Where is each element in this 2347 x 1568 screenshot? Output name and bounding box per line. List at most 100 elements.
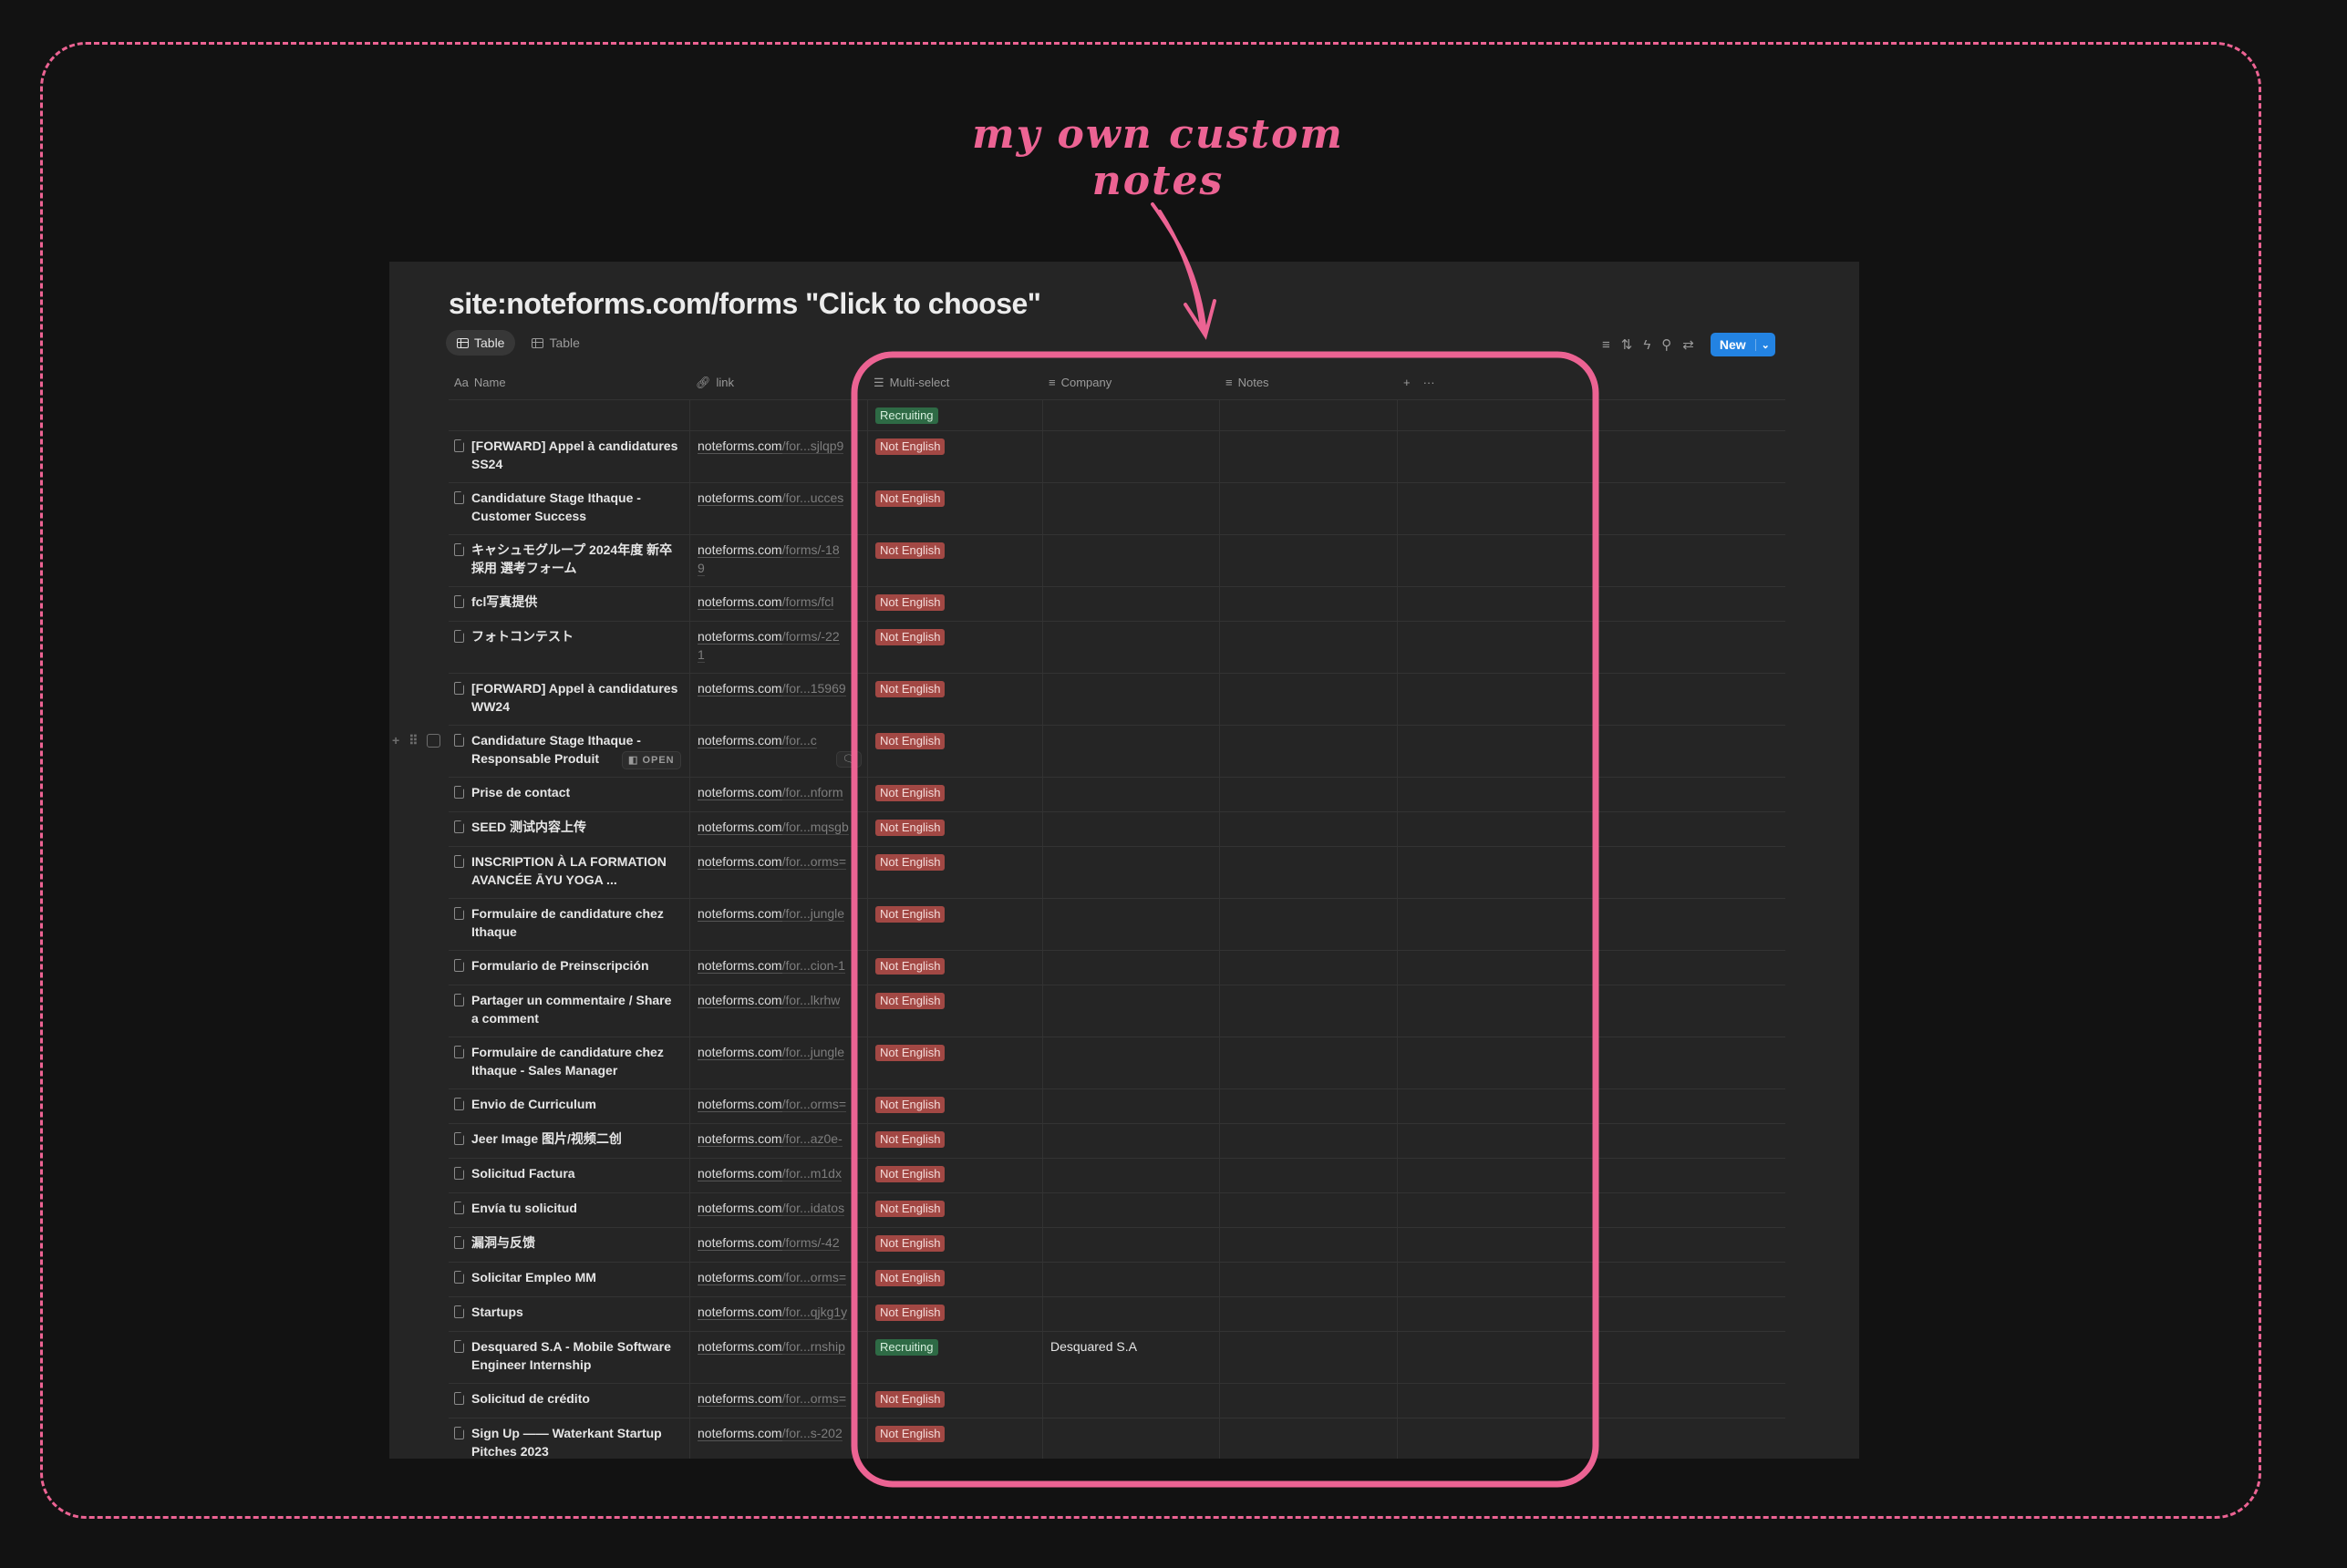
row-title[interactable]: Formulaire de candidature chez Ithaque -… bbox=[471, 1045, 664, 1078]
multi-select-tag[interactable]: Not English bbox=[875, 733, 946, 749]
notes-cell[interactable] bbox=[1220, 431, 1398, 482]
notes-cell[interactable] bbox=[1220, 400, 1398, 430]
name-cell[interactable]: INSCRIPTION À LA FORMATION AVANCÉE ĀYU Y… bbox=[449, 847, 690, 898]
company-cell[interactable] bbox=[1043, 1159, 1220, 1192]
link-path-continued[interactable]: 1 bbox=[698, 647, 705, 663]
row-title[interactable]: 漏洞与反馈 bbox=[471, 1235, 535, 1250]
name-cell[interactable]: Startups bbox=[449, 1297, 690, 1331]
link-domain[interactable]: noteforms.com bbox=[698, 993, 782, 1008]
notes-cell[interactable] bbox=[1220, 1297, 1398, 1331]
company-cell[interactable] bbox=[1043, 951, 1220, 985]
multi-select-cell[interactable]: Not English bbox=[868, 847, 1043, 898]
table-row[interactable]: [FORWARD] Appel à candidatures SS24 note… bbox=[449, 431, 1785, 483]
name-cell[interactable]: キャシュモグループ 2024年度 新卒採用 選考フォーム bbox=[449, 535, 690, 586]
link-cell[interactable]: noteforms.com/for...qjkg1y bbox=[690, 1297, 868, 1331]
name-cell[interactable]: [FORWARD] Appel à candidatures SS24 bbox=[449, 431, 690, 482]
table-row[interactable]: キャシュモグループ 2024年度 新卒採用 選考フォーム noteforms.c… bbox=[449, 535, 1785, 587]
notes-cell[interactable] bbox=[1220, 1228, 1398, 1262]
table-row[interactable]: Solicitud Factura noteforms.com/for...m1… bbox=[449, 1159, 1785, 1193]
link-cell[interactable]: noteforms.com/for...nform bbox=[690, 778, 868, 811]
multi-select-cell[interactable]: Not English bbox=[868, 1384, 1043, 1418]
column-header-multi-select[interactable]: ☰ Multi-select bbox=[868, 366, 1043, 399]
row-title[interactable]: Sign Up —— Waterkant Startup Pitches 202… bbox=[471, 1426, 662, 1459]
link-path[interactable]: /for...mqsgb bbox=[781, 820, 849, 835]
row-title[interactable]: Desquared S.A - Mobile Software Engineer… bbox=[471, 1339, 671, 1372]
company-cell[interactable] bbox=[1043, 535, 1220, 586]
link-cell[interactable]: noteforms.com/for...rnship bbox=[690, 1332, 868, 1383]
column-header-name[interactable]: Aa Name bbox=[449, 366, 690, 399]
column-header-company[interactable]: ≡ Company bbox=[1043, 366, 1220, 399]
company-cell[interactable] bbox=[1043, 1297, 1220, 1331]
link-path[interactable]: /for...cion-1 bbox=[781, 958, 845, 974]
notes-cell[interactable] bbox=[1220, 847, 1398, 898]
link-path[interactable]: /for...idatos bbox=[781, 1201, 845, 1216]
row-title[interactable]: フォトコンテスト bbox=[471, 629, 574, 644]
multi-select-tag[interactable]: Not English bbox=[875, 1166, 946, 1182]
multi-select-tag[interactable]: Not English bbox=[875, 1097, 946, 1113]
link-path[interactable]: /for...orms= bbox=[781, 1097, 847, 1112]
row-title[interactable]: Partager un commentaire / Share a commen… bbox=[471, 993, 672, 1026]
link-path[interactable]: /for...jungle bbox=[781, 906, 845, 922]
link-path[interactable]: /for...c bbox=[781, 733, 817, 748]
more-options-button[interactable]: ··· bbox=[1422, 376, 1435, 389]
link-path[interactable]: /for...az0e- bbox=[781, 1131, 843, 1147]
link-cell[interactable]: noteforms.com/forms/-18 9 bbox=[690, 535, 868, 586]
company-cell[interactable]: Desquared S.A bbox=[1043, 1332, 1220, 1383]
link-cell[interactable]: noteforms.com/for...cion-1 bbox=[690, 951, 868, 985]
company-cell[interactable] bbox=[1043, 622, 1220, 673]
table-row[interactable]: Partager un commentaire / Share a commen… bbox=[449, 985, 1785, 1037]
company-cell[interactable] bbox=[1043, 1418, 1220, 1459]
link-path[interactable]: /for...orms= bbox=[781, 1270, 847, 1285]
table-row[interactable]: Recruiting bbox=[449, 400, 1785, 431]
notes-cell[interactable] bbox=[1220, 1124, 1398, 1158]
settings-icon[interactable]: ⇄ bbox=[1682, 337, 1694, 353]
company-cell[interactable] bbox=[1043, 847, 1220, 898]
link-cell[interactable]: noteforms.com/for...c 🗨︎ bbox=[690, 726, 868, 777]
table-row[interactable]: INSCRIPTION À LA FORMATION AVANCÉE ĀYU Y… bbox=[449, 847, 1785, 899]
notes-cell[interactable] bbox=[1220, 899, 1398, 950]
table-row[interactable]: Startups noteforms.com/for...qjkg1y Not … bbox=[449, 1297, 1785, 1332]
notes-cell[interactable] bbox=[1220, 674, 1398, 725]
link-domain[interactable]: noteforms.com bbox=[698, 1339, 782, 1355]
name-cell[interactable]: Jeer Image 图片/视频二创 bbox=[449, 1124, 690, 1158]
multi-select-tag[interactable]: Not English bbox=[875, 993, 946, 1009]
row-title[interactable]: Solicitud Factura bbox=[471, 1166, 575, 1181]
link-cell[interactable]: noteforms.com/for...ucces bbox=[690, 483, 868, 534]
link-path[interactable]: /for...orms= bbox=[781, 1391, 847, 1407]
multi-select-tag[interactable]: Recruiting bbox=[875, 1339, 938, 1356]
table-row[interactable]: [FORWARD] Appel à candidatures WW24 note… bbox=[449, 674, 1785, 726]
multi-select-tag[interactable]: Not English bbox=[875, 594, 946, 611]
link-domain[interactable]: noteforms.com bbox=[698, 854, 782, 870]
link-cell[interactable]: noteforms.com/for...m1dx bbox=[690, 1159, 868, 1192]
chevron-down-icon[interactable]: ⌄ bbox=[1754, 338, 1775, 351]
link-path[interactable]: /for...orms= bbox=[781, 854, 847, 870]
multi-select-cell[interactable]: Not English bbox=[868, 587, 1043, 621]
multi-select-cell[interactable]: Not English bbox=[868, 1418, 1043, 1459]
row-title[interactable]: Formulaire de candidature chez Ithaque bbox=[471, 906, 664, 939]
name-cell[interactable]: Partager un commentaire / Share a commen… bbox=[449, 985, 690, 1037]
link-cell[interactable]: noteforms.com/for...jungle bbox=[690, 1037, 868, 1088]
name-cell[interactable]: Formulaire de candidature chez Ithaque -… bbox=[449, 1037, 690, 1088]
row-title[interactable]: Solicitud de crédito bbox=[471, 1391, 590, 1406]
row-title[interactable]: Jeer Image 图片/视频二创 bbox=[471, 1131, 622, 1146]
multi-select-tag[interactable]: Not English bbox=[875, 906, 946, 923]
company-cell[interactable] bbox=[1043, 587, 1220, 621]
multi-select-cell[interactable]: Not English bbox=[868, 622, 1043, 673]
multi-select-cell[interactable]: Not English bbox=[868, 951, 1043, 985]
multi-select-cell[interactable]: Not English bbox=[868, 535, 1043, 586]
link-domain[interactable]: noteforms.com bbox=[698, 629, 782, 645]
table-row[interactable]: fcl写真提供 noteforms.com/forms/fcl Not Engl… bbox=[449, 587, 1785, 622]
name-cell[interactable]: Candidature Stage Ithaque - Customer Suc… bbox=[449, 483, 690, 534]
link-path[interactable]: /for...ucces bbox=[781, 490, 844, 506]
row-title[interactable]: Prise de contact bbox=[471, 785, 571, 799]
table-row[interactable]: Prise de contact noteforms.com/for...nfo… bbox=[449, 778, 1785, 812]
multi-select-tag[interactable]: Recruiting bbox=[875, 407, 938, 424]
notes-cell[interactable] bbox=[1220, 535, 1398, 586]
name-cell[interactable]: 漏洞与反馈 bbox=[449, 1228, 690, 1262]
notes-cell[interactable] bbox=[1220, 622, 1398, 673]
link-domain[interactable]: noteforms.com bbox=[698, 438, 782, 454]
link-domain[interactable]: noteforms.com bbox=[698, 785, 782, 800]
link-path[interactable]: /for...m1dx bbox=[781, 1166, 842, 1181]
multi-select-tag[interactable]: Not English bbox=[875, 1235, 946, 1252]
multi-select-cell[interactable]: Not English bbox=[868, 1193, 1043, 1227]
